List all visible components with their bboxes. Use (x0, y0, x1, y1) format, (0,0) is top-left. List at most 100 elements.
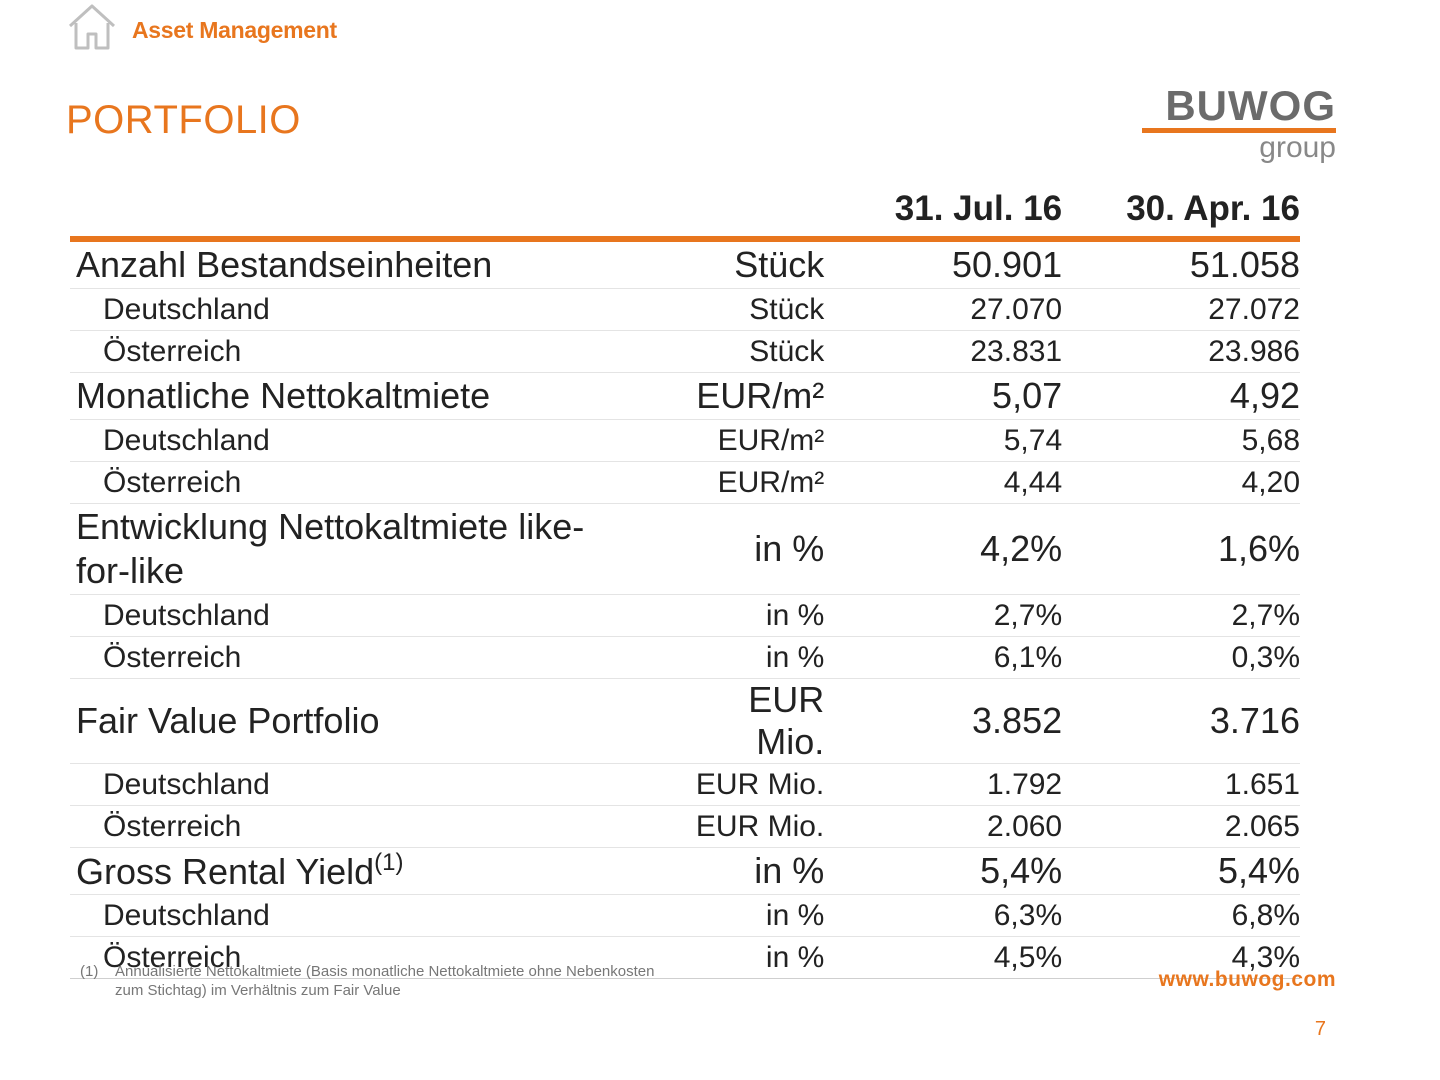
row-value-apr16: 4,3% (1062, 936, 1300, 979)
row-value-apr16: 0,3% (1062, 636, 1300, 679)
table-row-sub: Österreich EUR/m² 4,44 4,20 (70, 461, 1300, 504)
row-value-jul16-text: 1.792 (987, 767, 1063, 801)
row-unit-text: in % (765, 940, 825, 974)
row-unit-text: in % (765, 598, 825, 632)
row-label: Entwicklung Nettokaltmiete like-for-like (70, 503, 673, 595)
row-label: Österreich (70, 936, 673, 979)
row-unit-text: EUR/m² (717, 465, 825, 499)
page-title: PORTFOLIO (66, 98, 301, 142)
row-value-jul16: 4,5% (824, 936, 1063, 979)
row-label: Deutschland (70, 419, 673, 462)
portfolio-table: 31. Jul. 16 30. Apr. 16 Anzahl Bestandse… (70, 182, 1300, 979)
row-unit: in % (672, 847, 825, 895)
row-label: Österreich (70, 461, 673, 504)
row-value-apr16: 4,20 (1062, 461, 1300, 504)
row-value-jul16: 4,2% (824, 503, 1063, 595)
row-label-text: Österreich (103, 465, 242, 499)
row-value-jul16: 6,3% (824, 894, 1063, 937)
row-value-jul16: 5,07 (824, 372, 1063, 420)
row-unit: EUR/m² (672, 372, 825, 420)
row-value-jul16-text: 4,44 (1003, 465, 1063, 499)
row-unit: in % (672, 636, 825, 679)
row-label-text: Österreich (103, 809, 242, 843)
row-value-jul16: 5,74 (824, 419, 1063, 462)
footnote-reference: (1) (374, 849, 404, 876)
row-unit-text: Stück (749, 292, 825, 326)
row-value-apr16-text: 0,3% (1231, 640, 1300, 674)
row-label-text: Deutschland (103, 423, 270, 457)
row-label: Deutschland (70, 288, 673, 331)
row-value-apr16-text: 1.651 (1224, 767, 1300, 801)
row-value-jul16: 50.901 (824, 239, 1063, 289)
row-value-apr16: 5,68 (1062, 419, 1300, 462)
section-label: Asset Management (132, 16, 337, 43)
table-row-sub: Deutschland in % 6,3% 6,8% (70, 894, 1300, 937)
row-label-text: Monatliche Nettokaltmiete (76, 375, 491, 416)
row-unit-text: in % (754, 528, 825, 569)
row-unit: EUR Mio. (672, 805, 825, 848)
row-label-text: Österreich (103, 640, 242, 674)
row-unit: in % (672, 503, 825, 595)
row-value-apr16-text: 27.072 (1208, 292, 1300, 326)
row-label: Österreich (70, 330, 673, 373)
row-value-jul16: 6,1% (824, 636, 1063, 679)
table-row-main: Entwicklung Nettokaltmiete like-for-like… (70, 503, 1300, 595)
table-row-sub: Österreich in % 4,5% 4,3% (70, 936, 1300, 979)
table-row-sub: Österreich in % 6,1% 0,3% (70, 636, 1300, 679)
row-unit-text: Stück (734, 244, 825, 285)
row-unit: in % (672, 594, 825, 637)
row-label-text: Anzahl Bestandseinheiten (76, 244, 493, 285)
footnote-line-1: Annualisierte Nettokaltmiete (Basis mona… (115, 963, 655, 980)
row-value-jul16: 2.060 (824, 805, 1063, 848)
row-value-apr16-text: 4,3% (1231, 940, 1300, 974)
table-row-main: Fair Value Portfolio EUR Mio. 3.852 3.716 (70, 678, 1300, 764)
row-value-jul16-text: 5,74 (1003, 423, 1063, 457)
row-label-text: Gross Rental Yield (76, 851, 375, 892)
row-label: Deutschland (70, 763, 673, 806)
row-value-jul16-text: 23.831 (970, 334, 1063, 368)
row-unit-text: Stück (749, 334, 825, 368)
row-value-jul16-text: 6,1% (993, 640, 1063, 674)
row-value-apr16: 4,92 (1062, 372, 1300, 420)
row-value-jul16-text: 5,07 (992, 375, 1063, 416)
row-value-apr16: 1,6% (1062, 503, 1300, 595)
row-unit-text: in % (754, 850, 825, 891)
row-unit: EUR/m² (672, 461, 825, 504)
row-value-apr16-text: 4,20 (1241, 465, 1300, 499)
column-header-unit (672, 182, 824, 239)
row-label-text: Deutschland (103, 292, 270, 326)
row-value-apr16-text: 3.716 (1209, 700, 1300, 741)
table-row-main: Gross Rental Yield(1) in % 5,4% 5,4% (70, 847, 1300, 895)
logo-subtitle: group (1259, 131, 1336, 164)
row-unit: in % (672, 936, 825, 979)
row-value-jul16-text: 27.070 (970, 292, 1063, 326)
row-label-text: Fair Value Portfolio (76, 700, 380, 741)
row-unit: EUR Mio. (672, 678, 825, 764)
row-value-jul16-text: 6,3% (993, 898, 1063, 932)
row-label-text: Deutschland (103, 598, 270, 632)
row-label: Österreich (70, 805, 673, 848)
row-unit: Stück (672, 288, 825, 331)
table-row-main: Anzahl Bestandseinheiten Stück 50.901 51.05… (70, 239, 1300, 289)
row-label-text: Deutschland (103, 898, 270, 932)
row-unit-text: EUR Mio. (748, 679, 825, 762)
row-value-apr16: 2.065 (1062, 805, 1300, 848)
row-value-jul16-text: 5,4% (980, 850, 1063, 891)
row-unit-text: in % (765, 898, 825, 932)
row-label-text: Deutschland (103, 767, 270, 801)
row-value-apr16-text: 2.065 (1224, 809, 1300, 843)
row-value-apr16: 5,4% (1062, 847, 1300, 895)
table-row-sub: Deutschland Stück 27.070 27.072 (70, 288, 1300, 331)
row-value-apr16-text: 23.986 (1208, 334, 1300, 368)
row-value-jul16-text: 3.852 (972, 700, 1063, 741)
row-value-jul16: 1.792 (824, 763, 1063, 806)
table-body: Anzahl Bestandseinheiten Stück 50.901 51.05… (70, 239, 1300, 979)
row-value-jul16-text: 2.060 (987, 809, 1063, 843)
website-link[interactable]: www.buwog.com (1158, 968, 1336, 991)
row-value-apr16-text: 5,4% (1217, 850, 1300, 891)
row-unit: Stück (672, 330, 825, 373)
buwog-logo: BUWOG group (1140, 84, 1336, 164)
row-unit-text: EUR/m² (696, 375, 825, 416)
row-label: Anzahl Bestandseinheiten (70, 239, 673, 289)
row-value-apr16-text: 2,7% (1231, 598, 1300, 632)
